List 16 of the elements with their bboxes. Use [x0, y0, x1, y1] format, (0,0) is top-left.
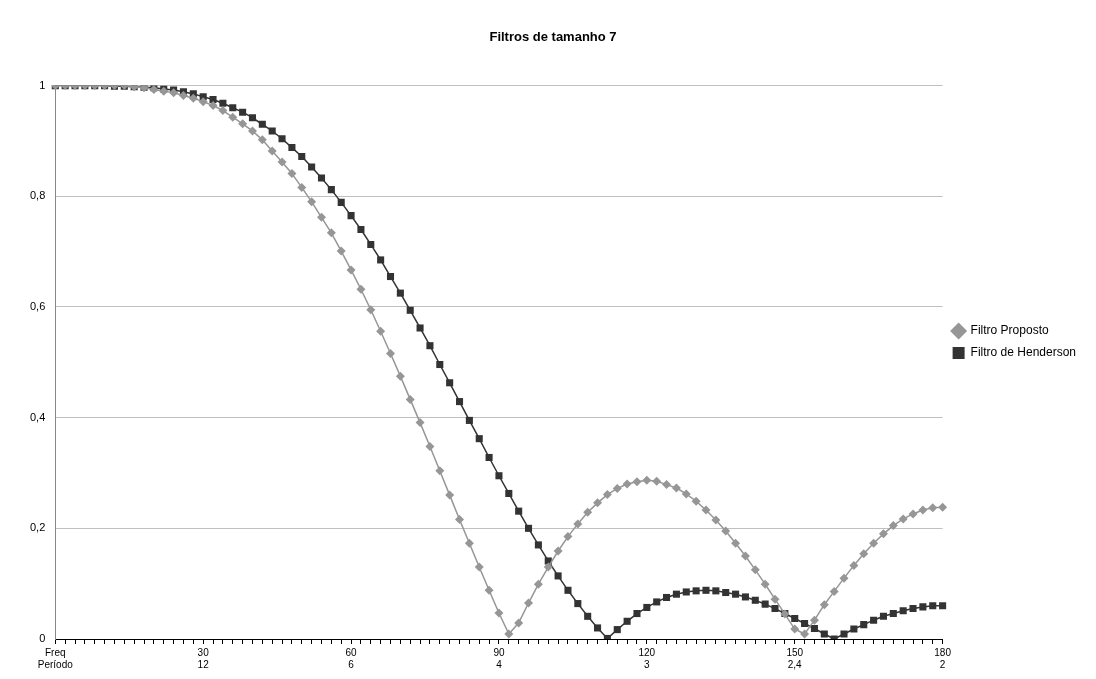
y-tick-label: 1: [39, 78, 46, 91]
x-tick-label: 30 12: [197, 646, 210, 670]
y-tick-label: 0: [39, 632, 46, 645]
y-tick-label: 0,8: [29, 189, 46, 202]
x-tick-label: 90 4: [493, 646, 505, 670]
x-tick-label: 120 3: [638, 646, 656, 670]
legend-label: Filtro de Henderson: [970, 345, 1076, 360]
x-tick-label: 150 2,4: [786, 646, 804, 670]
x-tick-label: 180 2: [934, 646, 952, 670]
legend-label: Filtro Proposto: [970, 323, 1049, 338]
x-tick-label: Freq Período: [37, 646, 74, 670]
x-tick-label: 60 6: [345, 646, 358, 670]
y-tick-label: 0,2: [29, 521, 46, 534]
y-tick-label: 0,6: [29, 299, 46, 312]
y-tick-label: 0,4: [29, 410, 46, 423]
chart-title: Filtros de tamanho 7: [489, 29, 617, 45]
